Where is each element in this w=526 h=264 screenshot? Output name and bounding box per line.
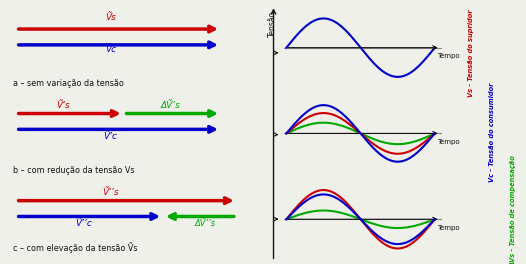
Text: Tensão: Tensão [268,11,277,37]
Text: c – com elevação da tensão Ṽs: c – com elevação da tensão Ṽs [13,243,138,253]
Text: Tempo: Tempo [437,224,460,230]
Text: Vs - Tensão do supridor: Vs - Tensão do supridor [468,9,474,97]
Text: b – com redução da tensão Vs: b – com redução da tensão Vs [13,166,135,175]
Text: ΔṼ’’s: ΔṼ’’s [195,219,216,228]
Text: Ṽ’c: Ṽ’c [104,132,117,141]
Text: Ṽc: Ṽc [105,45,116,54]
Text: Ṽ’s: Ṽ’s [56,101,70,110]
Text: Ṽ’’c: Ṽ’’c [76,219,93,228]
Text: Ṽs: Ṽs [105,13,116,22]
Text: Ṽ’’s: Ṽ’’s [102,188,119,197]
Text: a – sem variação da tensão: a – sem variação da tensão [13,79,124,88]
Text: ΔVs - Tensão de compensação: ΔVs - Tensão de compensação [510,155,517,264]
Text: Vc - Tensão do consumidor: Vc - Tensão do consumidor [489,82,495,182]
Text: ΔṼ’s: ΔṼ’s [161,101,181,110]
Text: Tempo: Tempo [437,139,460,144]
Text: Tempo: Tempo [437,53,460,59]
